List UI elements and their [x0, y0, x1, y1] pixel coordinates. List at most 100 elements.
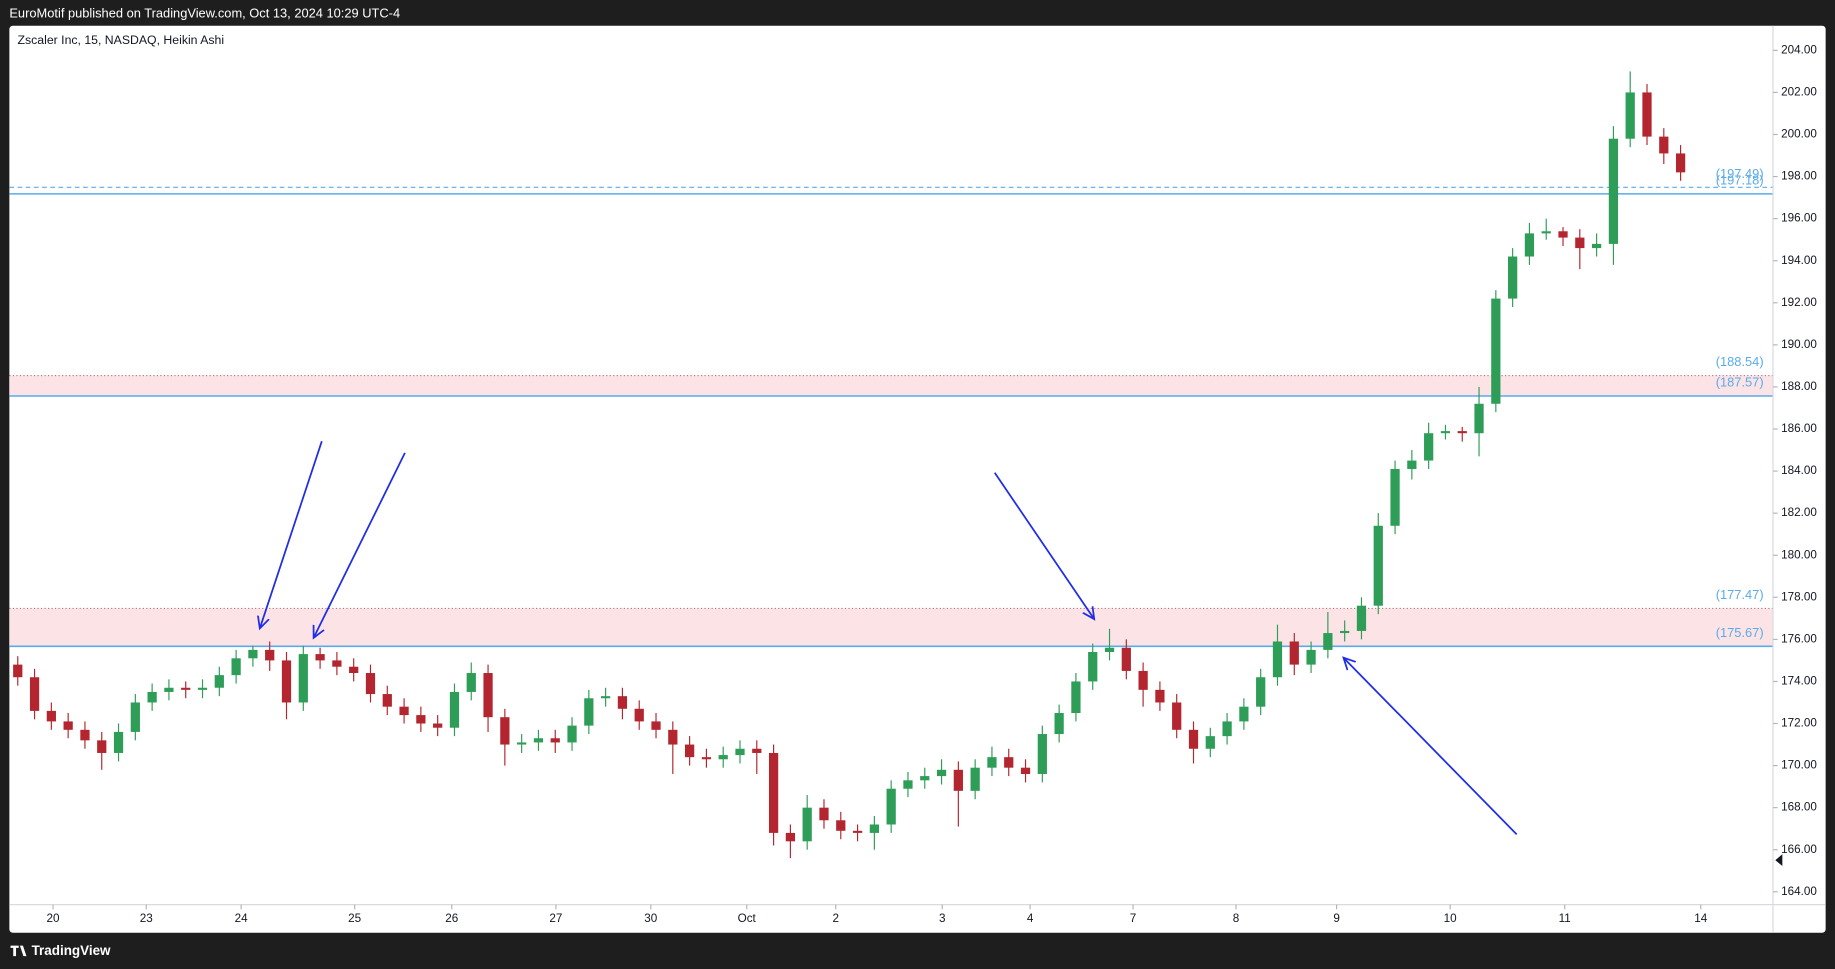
chart-title: Zscaler Inc, 15, NASDAQ, Heikin Ashi [18, 33, 225, 47]
candle-body [768, 752, 779, 833]
y-tick-label: 184.00 [1781, 464, 1817, 477]
candle-body [752, 748, 762, 753]
candle-body [718, 755, 728, 760]
candle-body [1474, 403, 1484, 434]
y-tick-label: 180.00 [1781, 548, 1817, 561]
candle-body [1306, 649, 1316, 665]
arrow [314, 452, 406, 638]
y-tick-label: 164.00 [1781, 885, 1817, 898]
level-label: (177.47) [1716, 587, 1764, 602]
candle-body [1508, 256, 1518, 299]
candle-body [1440, 431, 1451, 434]
candle-body [281, 660, 292, 703]
y-tick-label: 198.00 [1781, 170, 1817, 183]
logo-mark [10, 945, 27, 957]
candle-body [298, 654, 308, 703]
candle-body [920, 776, 930, 781]
x-tick-label: 4 [1027, 912, 1034, 925]
y-tick-label: 178.00 [1781, 590, 1817, 603]
candle-body [1373, 525, 1383, 606]
candle-body [1625, 92, 1635, 139]
candle-body [936, 769, 947, 777]
level-label: (188.54) [1716, 354, 1764, 369]
candle-body [365, 673, 376, 695]
candle-body [953, 769, 963, 791]
level-label: (187.57) [1716, 375, 1764, 390]
candle-body [735, 748, 745, 756]
candle-body [130, 702, 140, 732]
candle-body [852, 830, 863, 833]
candle-body [1642, 92, 1652, 137]
x-tick-label: 9 [1333, 912, 1340, 925]
candle-body [802, 807, 812, 842]
candle-body [46, 710, 56, 722]
candle-body [1222, 721, 1232, 737]
candle-body [265, 649, 275, 661]
candle-body [13, 664, 23, 678]
level-label: (175.67) [1716, 625, 1764, 640]
y-tick-label: 190.00 [1781, 338, 1817, 351]
y-tick-label: 166.00 [1781, 843, 1817, 856]
y-tick-label: 194.00 [1781, 254, 1817, 267]
candle-body [651, 721, 661, 730]
candle-body [1188, 729, 1199, 749]
candle-body [1457, 431, 1467, 434]
candle-body [1575, 237, 1585, 249]
candle-body [1558, 231, 1568, 238]
candle-body [903, 780, 913, 789]
candle-body [1172, 702, 1182, 730]
arrow [994, 472, 1094, 619]
candle-body [214, 675, 224, 688]
annotations [260, 440, 1518, 836]
y-tick-label: 182.00 [1781, 506, 1817, 519]
candle-body [1054, 712, 1064, 735]
candle-body [399, 706, 409, 716]
candle-body [970, 767, 980, 791]
candle-body [1356, 605, 1367, 631]
candle-body [567, 725, 577, 743]
candle-body [701, 757, 712, 760]
y-tick-label: 192.00 [1781, 296, 1817, 309]
candle-body [684, 744, 695, 758]
header-text: EuroMotif published on TradingView.com, … [9, 5, 400, 20]
candle-body [785, 832, 796, 842]
candle-body [1424, 433, 1434, 461]
candle-body [517, 742, 527, 745]
x-tick-label: 2 [832, 912, 839, 925]
y-tick-label: 174.00 [1781, 675, 1817, 688]
candle-body [500, 717, 510, 745]
level-label: (197.18) [1716, 172, 1764, 187]
candles-layer [13, 71, 1686, 859]
x-tick-label: 23 [140, 912, 153, 925]
zones-layer [9, 375, 1773, 647]
candle-body [1340, 630, 1350, 634]
candle-body [1004, 757, 1014, 768]
candle-body [1155, 689, 1165, 703]
candle-body [349, 666, 359, 674]
candle-body [601, 696, 611, 699]
zone [9, 375, 1773, 396]
zone [9, 608, 1773, 647]
y-tick-label: 202.00 [1781, 86, 1817, 99]
x-tick-label: 11 [1559, 912, 1571, 925]
candle-body [416, 715, 426, 724]
candle-body [1088, 651, 1098, 682]
y-tick-label: 176.00 [1781, 632, 1817, 645]
x-tick-label: 25 [348, 912, 362, 925]
candle-body [80, 729, 90, 741]
candle-body [332, 660, 342, 667]
x-tick-label: 24 [235, 912, 249, 925]
candle-body [1071, 681, 1081, 713]
y-tick-label: 172.00 [1781, 717, 1817, 730]
y-tick-label: 196.00 [1781, 212, 1817, 225]
candle-body [550, 738, 560, 743]
candle-body [1524, 233, 1535, 257]
candle-body [1020, 767, 1031, 774]
y-tick-label: 168.00 [1781, 801, 1817, 814]
x-tick-label: 7 [1130, 912, 1137, 925]
candle-body [181, 687, 191, 690]
candle-body [533, 738, 544, 743]
candle-body [97, 740, 107, 753]
